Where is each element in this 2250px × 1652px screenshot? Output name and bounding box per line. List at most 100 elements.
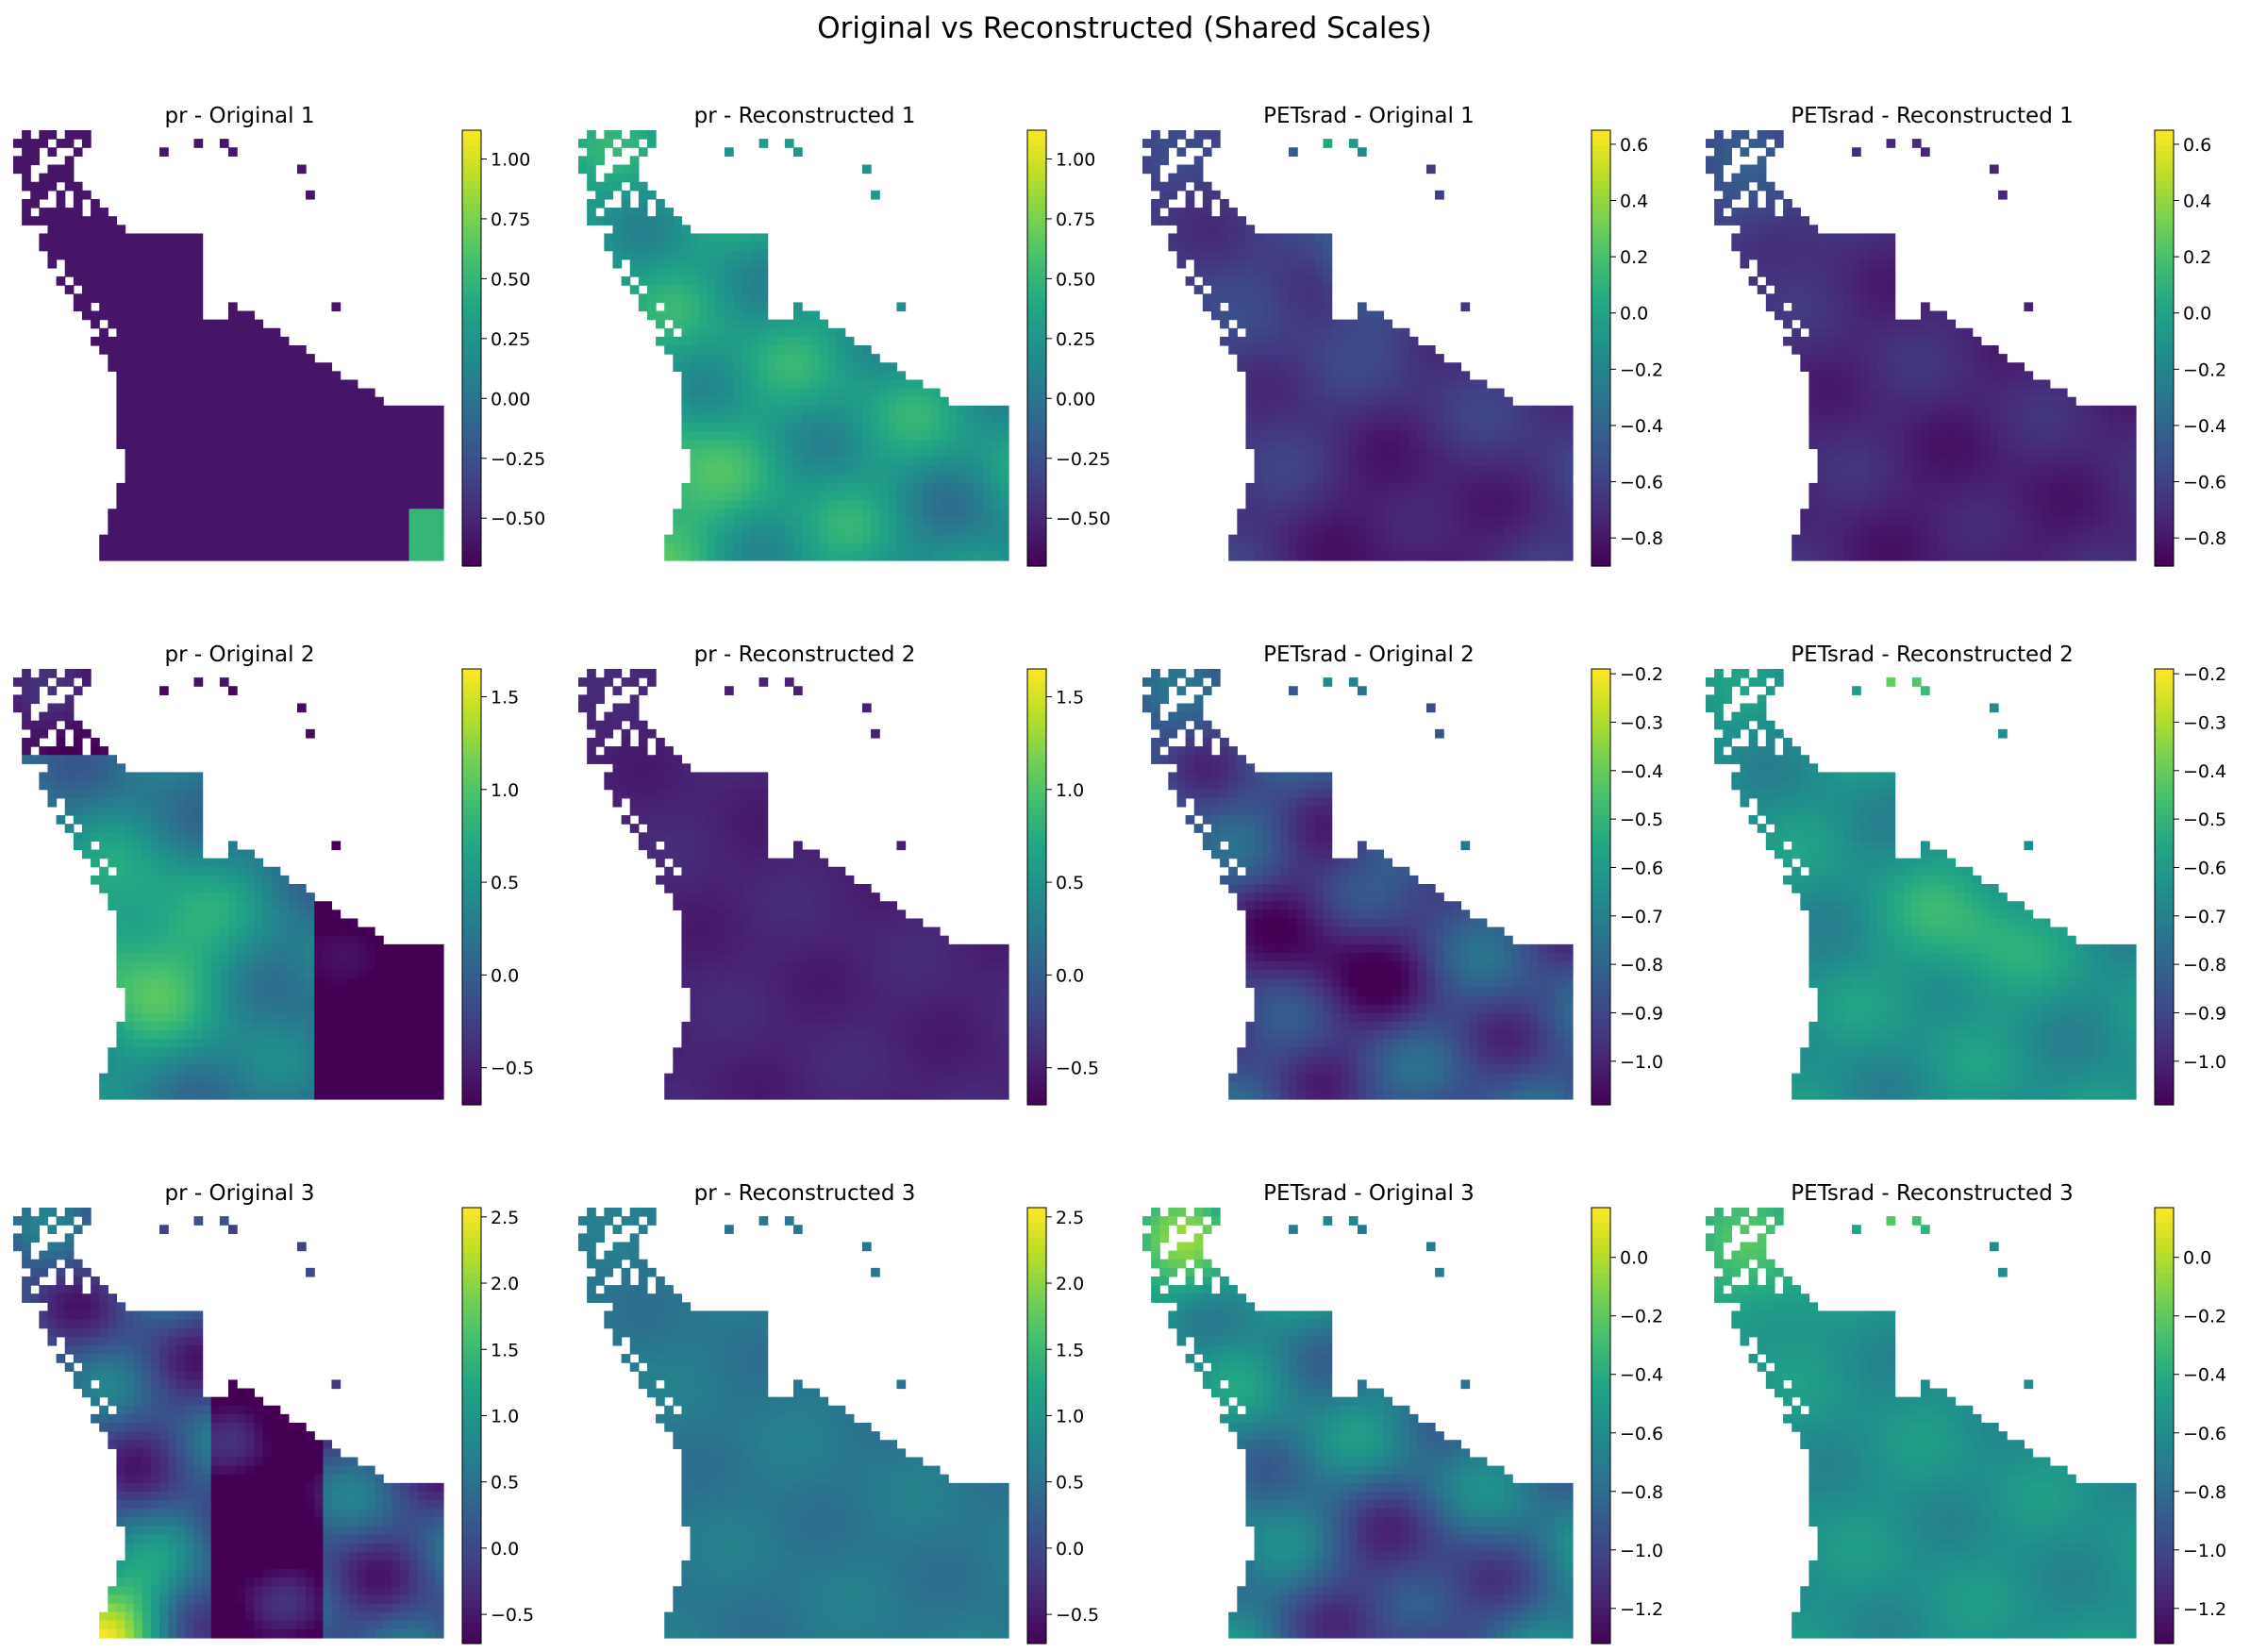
heatmap-cell [1340, 448, 1350, 459]
colorbar-segment [1592, 471, 1610, 480]
heatmap-cell [408, 465, 419, 476]
heatmap-cell [210, 413, 221, 424]
heatmap-cell [819, 405, 829, 415]
heatmap-cell [210, 526, 221, 536]
heatmap-cell [1289, 526, 1298, 536]
heatmap-cell [2084, 405, 2093, 415]
heatmap-cell [1400, 362, 1410, 372]
heatmap-cell [784, 354, 794, 363]
heatmap-cell [1817, 500, 1827, 509]
heatmap-cell [2007, 423, 2016, 432]
heatmap-cell [1279, 319, 1290, 329]
heatmap-cell [408, 448, 419, 459]
colorbar-segment [1027, 341, 1046, 349]
heatmap-cell [168, 362, 177, 372]
heatmap-cell [1921, 396, 1930, 407]
heatmap-cell [1314, 242, 1325, 252]
heatmap-cell [888, 440, 898, 450]
heatmap-cell [1869, 474, 1878, 484]
heatmap-cell [219, 500, 229, 509]
heatmap-cell [844, 551, 855, 561]
heatmap-cell [1886, 242, 1896, 252]
heatmap-cell [1323, 482, 1333, 492]
heatmap-cell [1946, 542, 1957, 553]
heatmap-cell [1262, 336, 1273, 346]
heatmap-cell [629, 267, 640, 277]
heatmap-cell [348, 440, 358, 450]
heatmap-cell [681, 482, 692, 492]
heatmap-cell [681, 388, 692, 398]
heatmap-cell [1314, 492, 1325, 501]
heatmap-cell [1929, 371, 1939, 381]
heatmap-cell [2084, 431, 2093, 441]
heatmap-cell [1808, 250, 1819, 260]
heatmap-cell [784, 474, 794, 484]
heatmap-cell [1869, 396, 1878, 407]
heatmap-cell [646, 242, 657, 252]
heatmap-cell [193, 500, 204, 509]
heatmap-cell [1417, 474, 1427, 484]
heatmap-cell [1193, 156, 1204, 166]
heatmap-cell [228, 482, 238, 492]
heatmap-cell [1176, 147, 1187, 157]
heatmap-cell [1834, 310, 1844, 321]
heatmap-cell [690, 551, 700, 561]
heatmap-cell [1358, 482, 1367, 492]
heatmap-cell [237, 492, 246, 501]
heatmap-cell [1877, 250, 1888, 260]
heatmap-cell [1546, 526, 1557, 536]
heatmap-cell [314, 396, 324, 407]
heatmap-cell [1860, 336, 1870, 346]
heatmap-cell [725, 431, 734, 441]
heatmap-cell [1358, 379, 1367, 390]
heatmap-cell [1262, 440, 1273, 450]
colorbar-segment [462, 325, 481, 335]
heatmap-cell [725, 362, 734, 372]
colorbar-segment [1592, 319, 1610, 327]
heatmap-cell [1972, 396, 1982, 407]
heatmap-cell [1792, 259, 1801, 269]
heatmap-cell [1842, 474, 1853, 484]
heatmap-cell [767, 500, 777, 509]
heatmap-cell [1963, 362, 1974, 372]
heatmap-cell [750, 396, 760, 407]
heatmap-cell [905, 465, 915, 476]
heatmap-cell [125, 465, 135, 476]
heatmap-cell [750, 482, 760, 492]
heatmap-cell [673, 225, 683, 235]
heatmap-cell [279, 526, 290, 536]
heatmap-cell [1886, 542, 1896, 553]
heatmap-cell [1963, 492, 1974, 501]
heatmap-cell [1254, 509, 1264, 518]
heatmap-cell [279, 413, 290, 424]
heatmap-cell [1860, 242, 1870, 252]
heatmap-cell [408, 492, 419, 501]
heatmap-cell [1358, 448, 1367, 459]
heatmap-cell [853, 423, 863, 432]
heatmap-cell [1168, 242, 1178, 252]
heatmap-cell [1400, 388, 1410, 398]
heatmap-cell [965, 492, 975, 501]
heatmap-cell [340, 517, 350, 527]
heatmap-cell [2007, 551, 2016, 561]
heatmap-cell [1521, 526, 1530, 536]
heatmap-cell [142, 542, 152, 553]
heatmap-cell [750, 492, 760, 501]
heatmap-cell [638, 216, 648, 225]
heatmap-cell [913, 457, 924, 467]
heatmap-cell [1400, 492, 1410, 501]
heatmap-cell [2118, 431, 2128, 441]
heatmap-cell [1323, 310, 1333, 321]
heatmap-cell [1254, 405, 1264, 415]
heatmap-cell [1279, 457, 1290, 467]
colorbar-segment [1027, 376, 1046, 386]
heatmap-cell [1869, 388, 1878, 398]
heatmap-cell [237, 423, 246, 432]
colorbar-segment [1027, 333, 1046, 342]
heatmap-cell [1279, 440, 1290, 450]
heatmap-cell [2067, 542, 2076, 553]
heatmap-cell [673, 250, 683, 260]
heatmap-cell [1869, 448, 1878, 459]
heatmap-cell [629, 156, 640, 166]
heatmap-cell [1774, 190, 1784, 200]
